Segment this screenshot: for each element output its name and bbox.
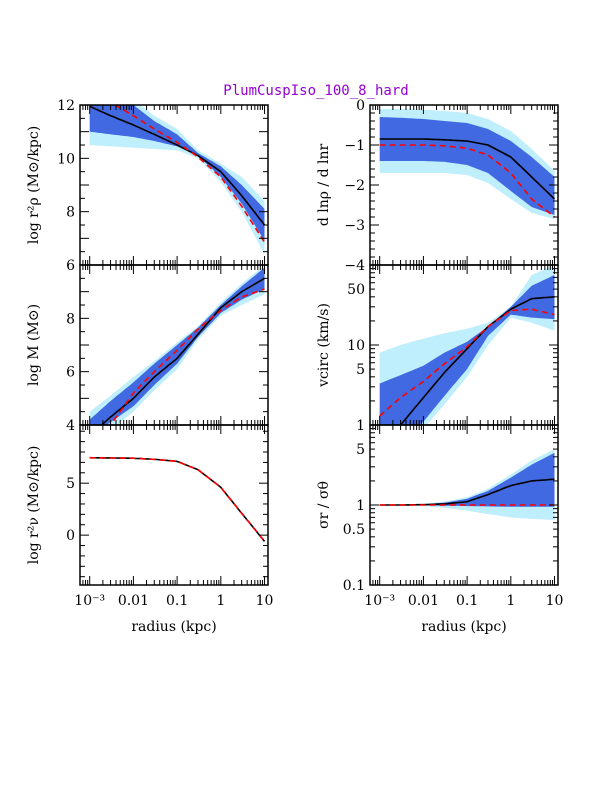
plot-area [379,449,555,520]
ticks [369,104,558,266]
y-tick-label: 50 [347,282,365,298]
median-line [379,138,556,200]
y-tick-label: 12 [57,98,75,114]
figure-title: PlumCuspIso_100_8_hard [223,83,408,99]
x-tick-label: 10 [546,593,564,609]
plot-area [379,109,556,219]
plot-area [89,265,265,425]
ticks [79,425,268,585]
y-tick-label: 5 [356,442,365,458]
plot-area [89,456,266,542]
y-tick-label: −4 [344,258,365,274]
true-line [109,288,265,425]
median-line [100,277,265,425]
median-line [398,296,555,425]
ticks [369,264,558,426]
x-tick-label: 10⁻³ [74,593,105,609]
y-tick-label: 5 [356,362,365,378]
panel-4: 0 −1 −2 −3 −4 d lnρ / d lnr [316,98,559,274]
plot-area [89,105,266,255]
x-tick-label: 10⁻³ [364,593,395,609]
y-tick-label: 4 [66,418,75,434]
panel-frame [79,424,269,586]
x-axis-label: radius (kpc) [421,619,506,635]
median-line [89,105,266,226]
y-tick-label: 0.1 [343,578,365,594]
y-tick-label: −1 [344,138,365,154]
y-tick-label: −2 [344,178,365,194]
band-inner [379,117,555,215]
y-axis-label: σr / σθ [316,481,332,529]
y-axis-label: log r²ρ (M⊙/kpc) [26,126,42,244]
x-tick-label: 1 [216,593,225,609]
ticks [369,424,558,586]
ticks [79,104,268,266]
panel-1: 6 8 10 12 log r²ρ (M⊙/kpc) [26,98,269,274]
y-tick-label: 8 [66,205,75,221]
y-axis-label: log r²ν (M⊙/kpc) [26,446,42,565]
median-line [379,478,555,506]
band-outer [89,105,265,255]
x-tick-label: 0.01 [118,593,149,609]
true-line [113,105,266,243]
y-tick-label: 8 [66,311,75,327]
y-tick-label: 1 [356,418,365,434]
band-inner [379,452,555,507]
true-line [379,144,555,218]
x-tick-label: 0.1 [456,593,478,609]
panel-5: 1 5 10 50 vcirc (km/s) [316,264,559,434]
plot-area [379,265,555,425]
y-tick-label: 6 [66,365,75,381]
x-tick-label: 0.1 [166,593,188,609]
y-tick-label: 0.5 [343,522,365,538]
true-line [379,308,555,417]
y-axis-label: vcirc (km/s) [316,303,332,388]
panel-3: 0 5 10⁻³ 0.01 0.1 1 10 log r²ν (M⊙/kpc) radius (… [26,424,274,635]
y-axis-label: d lnρ / d lnr [316,144,332,227]
x-axis-label: radius (kpc) [131,619,216,635]
x-tick-label: 0.01 [408,593,439,609]
y-tick-label: 10 [347,338,365,354]
panel-2: 4 6 8 log M (M⊙) [26,264,269,434]
y-tick-label: 5 [66,476,75,492]
x-tick-label: 1 [506,593,515,609]
y-axis-label: log M (M⊙) [26,304,42,386]
band-inner [379,275,555,425]
y-tick-label: 0 [66,528,75,544]
median-line [89,456,266,542]
y-tick-label: −3 [344,218,365,234]
y-tick-label: 0 [356,98,365,114]
y-tick-label: 6 [66,258,75,274]
y-tick-label: 1 [356,498,365,514]
panel-6: 0.1 0.5 1 5 10⁻³ 0.01 0.1 1 10 σr / σθ radius (kpc… [316,424,564,635]
x-tick-label: 10 [256,593,274,609]
y-tick-label: 10 [57,151,75,167]
band-inner [89,105,265,241]
true-line [89,456,266,542]
ticks [79,264,268,426]
